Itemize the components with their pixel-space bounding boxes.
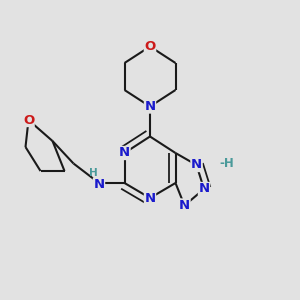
Text: H: H bbox=[88, 168, 98, 178]
Text: N: N bbox=[179, 199, 190, 212]
Text: N: N bbox=[144, 191, 156, 205]
Text: N: N bbox=[119, 146, 130, 160]
Text: O: O bbox=[23, 113, 34, 127]
Text: N: N bbox=[144, 100, 156, 113]
Text: N: N bbox=[191, 158, 202, 172]
Text: -H: -H bbox=[219, 157, 234, 170]
Text: O: O bbox=[144, 40, 156, 53]
Text: N: N bbox=[198, 182, 210, 196]
Text: N: N bbox=[93, 178, 105, 191]
